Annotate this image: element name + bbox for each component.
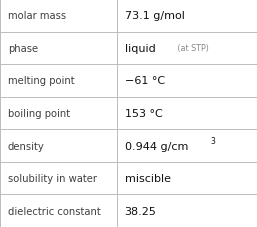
Text: boiling point: boiling point bbox=[8, 109, 70, 118]
Text: molar mass: molar mass bbox=[8, 11, 66, 21]
Text: −61 °C: −61 °C bbox=[125, 76, 165, 86]
Text: 3: 3 bbox=[211, 136, 216, 146]
Text: solubility in water: solubility in water bbox=[8, 173, 97, 183]
Text: (at STP): (at STP) bbox=[175, 44, 209, 53]
Text: 73.1 g/mol: 73.1 g/mol bbox=[125, 11, 185, 21]
Text: phase: phase bbox=[8, 44, 38, 54]
Text: density: density bbox=[8, 141, 44, 151]
Text: liquid: liquid bbox=[125, 44, 155, 54]
Text: 153 °C: 153 °C bbox=[125, 109, 162, 118]
Text: 38.25: 38.25 bbox=[125, 206, 157, 216]
Text: melting point: melting point bbox=[8, 76, 74, 86]
Text: 0.944 g/cm: 0.944 g/cm bbox=[125, 141, 188, 151]
Text: dielectric constant: dielectric constant bbox=[8, 206, 100, 216]
Text: miscible: miscible bbox=[125, 173, 171, 183]
